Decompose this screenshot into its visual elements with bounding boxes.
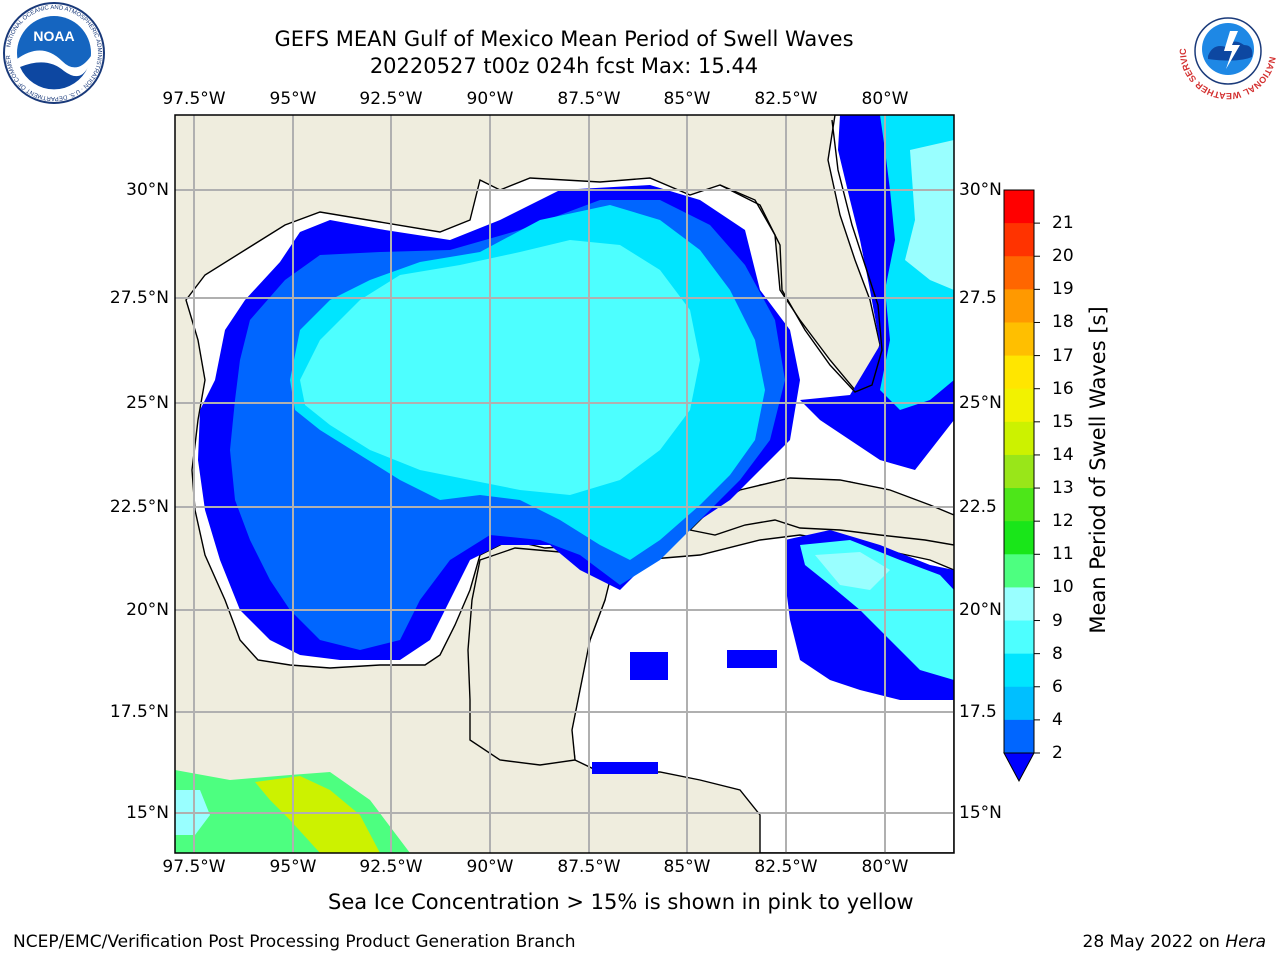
plot-subtitle: 20220527 t00z 024h fcst Max: 15.44: [369, 54, 759, 78]
lon-label-top: 82.5°W: [754, 89, 818, 109]
footer-right: 28 May 2022 on Hera: [1083, 932, 1267, 952]
lon-label-bottom: 82.5°W: [754, 857, 818, 877]
nws-logo: NATIONAL WEATHER SERVICE: [1178, 1, 1278, 101]
atlantic-swell-pale: [905, 140, 954, 290]
pacific-swell-yellow: [255, 776, 380, 853]
plot-title: GEFS MEAN Gulf of Mexico Mean Period of …: [274, 27, 854, 51]
lat-label-left: 25°N: [126, 393, 169, 413]
colorbar-segment: [1004, 388, 1034, 423]
lat-label-right: 22.5: [959, 497, 997, 517]
swell-band-6-8: [300, 240, 700, 495]
lon-label-bottom: 80°W: [861, 857, 909, 877]
noaa-logo: NOAA NATIONAL OCEANIC AND ATMOSPHERIC AD…: [2, 1, 105, 104]
colorbar-segment: [1004, 355, 1034, 390]
lat-label-left: 22.5°N: [109, 497, 169, 517]
sea-ice-note: Sea Ice Concentration > 15% is shown in …: [327, 890, 914, 914]
lon-label-top: 92.5°W: [359, 89, 423, 109]
colorbar-segment: [1004, 488, 1034, 522]
lat-label-right: 17.5: [959, 702, 997, 722]
colorbar-segment: [1004, 521, 1034, 555]
lat-label-right: 25°N: [959, 393, 1002, 413]
colorbar-tick-label: 20: [1052, 246, 1074, 267]
colorbar-extend-triangle: [1003, 752, 1035, 783]
colorbar-tick-label: 8: [1052, 643, 1063, 664]
colorbar-frame: [1003, 189, 1035, 754]
colorbar-tick-label: 19: [1052, 279, 1074, 300]
colorbar-tick-label: 2: [1052, 743, 1063, 763]
colorbar-tick-label: 6: [1052, 676, 1063, 697]
colorbar-tick-label: 15: [1052, 411, 1074, 432]
swell-patch-c: [592, 762, 658, 774]
colorbar: [1003, 189, 1040, 783]
colorbar-segment: [1004, 322, 1034, 357]
lon-label-bottom: 85°W: [663, 857, 711, 877]
lon-label-bottom: 95°W: [269, 857, 317, 877]
lat-label-left: 20°N: [126, 600, 169, 620]
colorbar-tick-label: 14: [1052, 444, 1074, 465]
lon-label-bottom: 87.5°W: [557, 857, 621, 877]
lat-label-left: 30°N: [126, 180, 169, 200]
lon-label-bottom: 90°W: [466, 857, 514, 877]
colorbar-tick-label: 13: [1052, 478, 1074, 499]
colorbar-segment: [1004, 686, 1034, 721]
colorbar-segment: [1004, 190, 1034, 224]
lon-label-top: 95°W: [269, 89, 317, 109]
colorbar-tick-label: 12: [1052, 511, 1074, 532]
colorbar-tick-label: 10: [1052, 577, 1074, 598]
lat-label-left: 27.5°N: [109, 288, 169, 308]
caribbean-swell-pale: [815, 552, 890, 590]
colorbar-tick-label: 9: [1052, 610, 1063, 631]
lon-label-top: 85°W: [663, 89, 711, 109]
colorbar-segment: [1004, 653, 1034, 688]
colorbar-segment: [1004, 587, 1034, 622]
lat-label-right: 20°N: [959, 600, 1002, 620]
colorbar-segment: [1004, 256, 1034, 290]
map-frame: [174, 114, 955, 854]
colorbar-tick-label: 11: [1052, 544, 1074, 565]
lat-label-right: 15°N: [959, 803, 1002, 823]
lon-label-top: 80°W: [861, 89, 909, 109]
lat-label-right: 30°N: [959, 180, 1002, 200]
lon-label-bottom: 97.5°W: [162, 857, 226, 877]
lon-label-bottom: 92.5°W: [359, 857, 423, 877]
colorbar-segment: [1004, 421, 1034, 456]
colorbar-segment: [1004, 454, 1034, 489]
colorbar-tick-label: 18: [1052, 312, 1074, 333]
swell-patch-a: [630, 652, 668, 680]
colorbar-tick-label: 16: [1052, 378, 1074, 399]
lon-label-top: 87.5°W: [557, 89, 621, 109]
footer-date: 28 May 2022 on: [1082, 932, 1226, 952]
florida-coastline: [719, 119, 883, 393]
colorbar-segment: [1004, 289, 1034, 323]
map-gridlines: [175, 115, 954, 853]
colorbar-segment: [1004, 620, 1034, 655]
colorbar-tick-label: 17: [1052, 345, 1074, 366]
colorbar-tick-label: 4: [1052, 709, 1063, 730]
lon-label-top: 97.5°W: [162, 89, 226, 109]
swell-patch-b: [727, 650, 777, 668]
lat-label-left: 15°N: [126, 803, 169, 823]
footer-left: NCEP/EMC/Verification Post Processing Pr…: [13, 932, 576, 952]
colorbar-label: Mean Period of Swell Waves [s]: [1086, 306, 1110, 634]
colorbar-segment: [1004, 223, 1034, 257]
lat-label-right: 27.5: [959, 288, 997, 308]
colorbar-segment: [1004, 554, 1034, 588]
lon-label-top: 90°W: [466, 89, 514, 109]
lat-label-left: 17.5°N: [109, 702, 169, 722]
cuba-land: [688, 477, 954, 546]
footer-machine: Hera: [1225, 932, 1266, 952]
colorbar-tick-label: 21: [1052, 213, 1074, 234]
noaa-text: NOAA: [33, 28, 74, 44]
colorbar-segment: [1004, 719, 1034, 754]
